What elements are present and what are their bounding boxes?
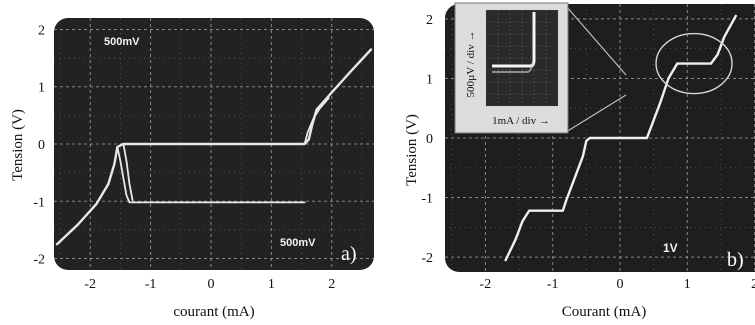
y-tick-label-b: 0 (426, 132, 433, 147)
inset-y-label: 500µV / div → (465, 31, 477, 98)
x-axis-label-a: courant (mA) (173, 304, 254, 320)
scope-label-bottom-a: 500mV (280, 237, 316, 249)
x-tick-label-a: -1 (145, 277, 157, 292)
x-tick-label-a: 2 (328, 277, 335, 292)
panel-letter-b: b) (727, 249, 744, 271)
trace-line-a-3 (303, 97, 330, 145)
trace-line-b-0 (504, 14, 737, 262)
y-tick-label-b: 2 (426, 13, 433, 28)
inset-x-label: 1mA / div → (492, 115, 550, 127)
inset-b: 1mA / div → 500µV / div → (454, 2, 627, 134)
x-tick-label-a: -2 (84, 277, 96, 292)
trace-line-a-2 (122, 143, 134, 201)
traces-a (55, 48, 373, 246)
x-tick-label-b: -1 (547, 277, 559, 292)
inset-connector-top (565, 5, 627, 76)
x-tick-label-b: -2 (480, 277, 492, 292)
zoom-circle (655, 32, 733, 95)
x-tick-label-b: 1 (684, 277, 691, 292)
y-tick-label-b: -1 (421, 192, 433, 207)
inset-trace-glow (492, 61, 534, 73)
y-tick-label-a: 1 (38, 81, 45, 96)
y-tick-label-b: 1 (426, 72, 433, 87)
scope-label-top-a: 500mV (104, 36, 140, 48)
y-axis-label-a: Tension (V) (10, 109, 26, 181)
x-tick-label-a: 0 (207, 277, 214, 292)
y-axis-label-b: Tension (V) (404, 114, 420, 186)
x-axis-label-b: Courant (mA) (562, 304, 647, 320)
tick-labels-b: -2 -1 0 1 2 -2 -1 0 1 2 (421, 13, 755, 292)
trace-line-a-1 (116, 146, 306, 204)
scope-label-b: 1V (663, 241, 678, 255)
y-tick-label-a: 2 (38, 23, 45, 38)
y-tick-label-b: -2 (421, 251, 433, 266)
traces-b (504, 14, 737, 262)
tick-labels-a: -2 -1 0 1 2 -2 -1 0 1 2 (33, 23, 335, 292)
x-tick-label-b: 0 (617, 277, 624, 292)
inset-grid (485, 9, 559, 107)
y-tick-label-a: -1 (33, 195, 45, 210)
inset-connector-bottom (565, 94, 627, 133)
panel-letter-a: a) (341, 243, 357, 265)
y-tick-label-a: -2 (33, 253, 45, 268)
chart-a: 500mV 500mV a) (54, 18, 374, 270)
y-tick-label-a: 0 (38, 138, 45, 153)
x-tick-label-b: 2 (751, 277, 755, 292)
x-tick-label-a: 1 (268, 277, 275, 292)
